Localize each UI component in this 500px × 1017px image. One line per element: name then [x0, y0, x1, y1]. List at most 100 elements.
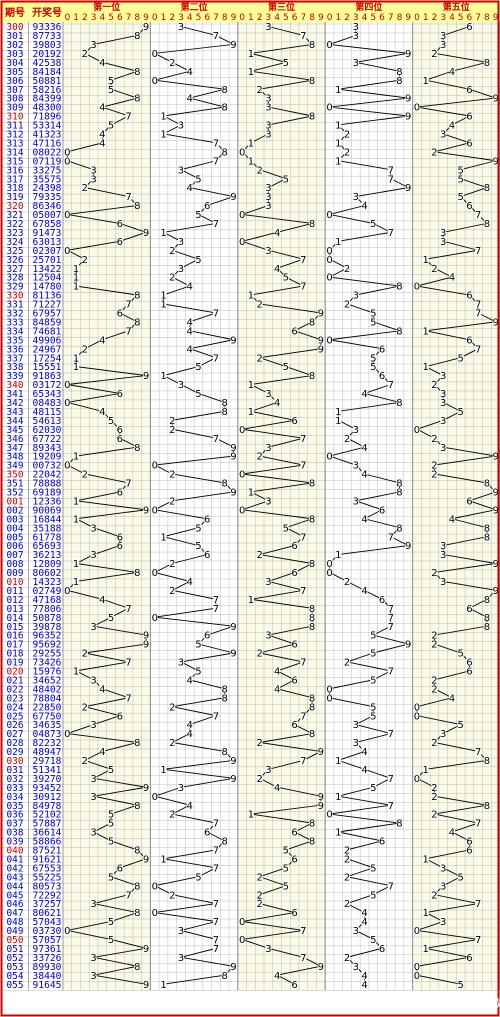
- data-point: 9: [405, 183, 411, 194]
- data-point: 8: [396, 523, 402, 534]
- digit-tick-label: 1: [248, 13, 254, 23]
- data-point: 2: [344, 872, 350, 883]
- draw-number: 52102: [33, 810, 62, 821]
- draw-number: 04873: [33, 729, 62, 740]
- point-bg: [309, 729, 316, 738]
- point-bg: [265, 631, 272, 640]
- point-bg: [195, 640, 202, 649]
- point-bg: [344, 657, 351, 666]
- data-point: 7: [388, 622, 394, 633]
- data-point: 7: [475, 344, 481, 355]
- point-bg: [448, 514, 455, 523]
- data-point: 0: [326, 693, 332, 704]
- point-bg: [309, 478, 316, 487]
- data-point: 0: [414, 282, 420, 293]
- point-bg: [422, 326, 429, 335]
- data-point: 5: [108, 810, 114, 821]
- point-bg: [475, 299, 482, 308]
- point-bg: [405, 541, 412, 550]
- draw-number: 12809: [33, 559, 62, 570]
- data-point: 7: [300, 953, 306, 964]
- point-bg: [326, 559, 333, 568]
- point-bg: [326, 693, 333, 702]
- period-label: 344: [7, 416, 24, 427]
- period-label: 027: [7, 729, 24, 740]
- data-point: 7: [388, 729, 394, 740]
- point-bg: [413, 103, 420, 112]
- point-bg: [151, 505, 158, 514]
- data-point: 3: [353, 291, 359, 302]
- data-point: 7: [125, 300, 131, 311]
- data-point: 2: [169, 586, 175, 597]
- draw-number: 53314: [33, 121, 62, 132]
- point-bg: [370, 783, 377, 792]
- point-bg: [90, 971, 97, 980]
- period-label: 333: [7, 317, 24, 328]
- draw-number: 84978: [33, 801, 62, 812]
- period-label: 008: [7, 559, 24, 570]
- data-point: 7: [300, 926, 306, 937]
- period-label: 045: [7, 890, 24, 901]
- point-bg: [256, 899, 263, 908]
- draw-number: 03172: [33, 380, 62, 391]
- digit-tick-label: 1: [161, 13, 167, 23]
- data-point: 2: [169, 559, 175, 570]
- period-label: 337: [7, 353, 24, 364]
- point-bg: [475, 246, 482, 255]
- point-bg: [195, 523, 202, 532]
- point-bg: [256, 550, 263, 559]
- data-point: 6: [291, 326, 297, 337]
- point-bg: [387, 774, 394, 783]
- point-bg: [230, 443, 237, 452]
- point-bg: [204, 550, 211, 559]
- data-point: 0: [326, 210, 332, 221]
- data-point: 1: [248, 49, 254, 60]
- data-point: 9: [143, 631, 149, 642]
- point-bg: [116, 434, 123, 443]
- point-bg: [396, 326, 403, 335]
- draw-number: 12336: [33, 496, 62, 507]
- point-bg: [81, 649, 88, 657]
- point-bg: [125, 604, 132, 613]
- position-header: 第一位: [93, 1, 120, 13]
- data-point: 2: [169, 425, 175, 436]
- draw-number: 08022: [33, 147, 62, 158]
- data-point: 1: [73, 452, 79, 463]
- period-label: 012: [7, 595, 24, 606]
- data-point: 6: [466, 846, 472, 857]
- data-point: 3: [178, 783, 184, 794]
- point-bg: [309, 622, 316, 631]
- data-point: 6: [204, 550, 210, 561]
- data-point: 5: [457, 407, 463, 418]
- data-point: 1: [423, 765, 429, 776]
- point-bg: [108, 120, 115, 129]
- point-bg: [151, 881, 158, 890]
- data-point: 2: [431, 147, 437, 158]
- data-point: 6: [466, 953, 472, 964]
- point-bg: [64, 398, 71, 407]
- point-bg: [379, 505, 386, 514]
- point-bg: [405, 49, 412, 58]
- draw-number: 25701: [33, 255, 62, 266]
- point-bg: [212, 917, 219, 926]
- data-point: 4: [187, 317, 193, 328]
- data-point: 3: [440, 863, 446, 874]
- point-bg: [195, 389, 202, 398]
- draw-number: 50881: [33, 76, 62, 87]
- point-bg: [483, 219, 490, 228]
- point-bg: [177, 783, 184, 792]
- point-bg: [265, 103, 272, 112]
- data-point: 5: [283, 174, 289, 185]
- point-bg: [335, 828, 342, 836]
- point-bg: [361, 201, 368, 210]
- data-point: 8: [309, 559, 315, 570]
- data-point: 2: [431, 49, 437, 60]
- draw-number: 71227: [33, 300, 62, 311]
- data-point: 7: [300, 756, 306, 767]
- data-point: 1: [160, 765, 166, 776]
- data-point: 2: [82, 49, 88, 60]
- data-point: 6: [466, 604, 472, 615]
- point-bg: [116, 219, 123, 228]
- data-point: 7: [475, 935, 481, 946]
- period-label: 314: [7, 147, 24, 158]
